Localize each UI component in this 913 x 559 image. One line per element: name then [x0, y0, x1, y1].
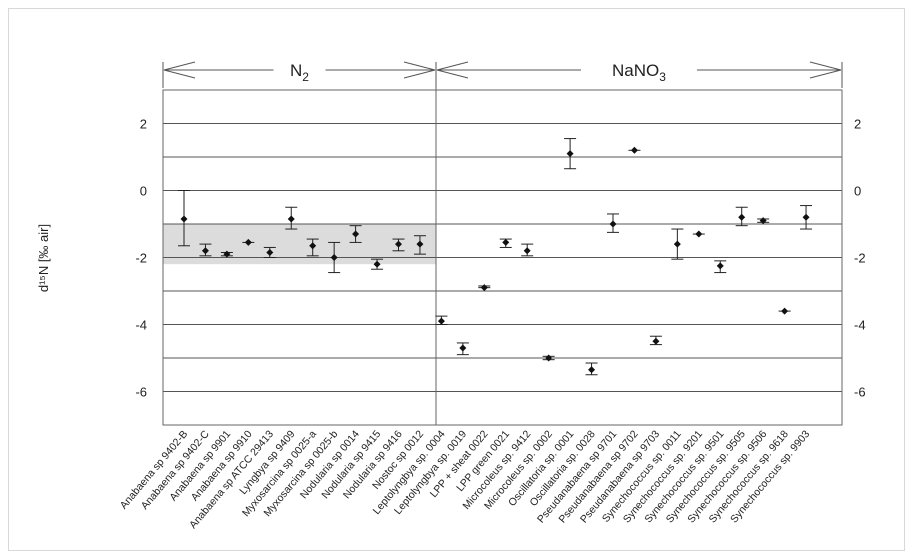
data-point	[588, 366, 596, 374]
data-point-group	[242, 238, 255, 246]
data-point-group	[178, 190, 190, 247]
data-point-group	[649, 335, 662, 346]
chart-frame	[8, 8, 905, 551]
data-point-group	[628, 146, 641, 154]
data-point	[287, 215, 295, 223]
plot-area	[162, 89, 843, 426]
data-point	[309, 242, 317, 250]
data-point-group	[306, 238, 319, 257]
y-tick-label: -2	[854, 251, 866, 266]
data-point	[180, 215, 188, 223]
y-axis-right: 2 0 -2 -4 -6	[854, 117, 866, 400]
data-point-group	[435, 315, 448, 325]
data-point	[201, 247, 209, 255]
data-point-group	[692, 230, 705, 238]
data-point	[673, 240, 681, 248]
data-point-group	[499, 238, 512, 248]
y-tick-label: 2	[854, 117, 861, 132]
data-point	[759, 217, 767, 225]
data-point-group	[220, 250, 233, 258]
data-point	[352, 230, 360, 238]
data-point-group	[757, 217, 770, 225]
y-axis-left: 2 0 -2 -4 -6	[135, 117, 147, 400]
y-tick-label: 2	[140, 117, 147, 132]
group-brackets: N2 NaNO3	[162, 61, 843, 88]
data-point	[566, 150, 574, 158]
data-point-group	[564, 138, 577, 170]
y-tick-label: -6	[135, 385, 147, 400]
data-point	[523, 247, 531, 255]
data-point-group	[714, 260, 727, 274]
group-bracket-arrow	[436, 61, 469, 79]
y-tick-label: -6	[854, 385, 866, 400]
data-point-group	[800, 205, 813, 230]
data-point	[266, 248, 274, 256]
data-point-group	[521, 243, 534, 257]
y-tick-label: -4	[135, 318, 147, 333]
y-tick-label: 0	[140, 184, 147, 199]
data-point	[802, 213, 810, 221]
data-point	[652, 337, 660, 345]
group-label: N2	[290, 61, 309, 84]
group-bracket-arrow	[403, 61, 436, 79]
y-axis-label: d¹⁵N [‰ air]	[36, 224, 51, 292]
data-point-group	[349, 225, 362, 243]
data-point	[738, 213, 746, 221]
data-point-group	[392, 238, 405, 252]
data-point-group	[263, 246, 276, 258]
data-point-group	[735, 206, 748, 227]
data-series	[178, 138, 813, 376]
data-point-group	[413, 235, 426, 255]
data-point	[459, 344, 467, 352]
data-point-group	[607, 213, 619, 233]
data-point-group	[328, 241, 341, 274]
group-bracket-arrow	[163, 61, 196, 79]
data-point-group	[585, 362, 598, 376]
data-point	[695, 230, 703, 238]
data-point-group	[285, 206, 298, 230]
data-point-group	[671, 228, 684, 260]
data-point	[545, 354, 553, 362]
y-tick-label: -2	[135, 251, 147, 266]
data-point	[630, 146, 638, 154]
y-tick-label: 0	[854, 184, 861, 199]
data-point	[716, 262, 724, 270]
data-point	[609, 220, 617, 228]
data-point	[416, 240, 424, 248]
data-point	[330, 254, 338, 261]
data-point	[373, 260, 381, 268]
data-point	[437, 317, 445, 325]
data-point-group	[478, 284, 491, 292]
data-point	[502, 238, 510, 246]
data-point-group	[778, 307, 791, 315]
data-point-group	[199, 243, 212, 257]
gridlines	[163, 123, 842, 392]
data-point-group	[456, 342, 469, 356]
data-point-group	[542, 354, 555, 362]
y-tick-label: -4	[854, 318, 866, 333]
data-point	[480, 284, 488, 292]
data-point-group	[371, 258, 384, 270]
data-point	[395, 240, 402, 248]
data-point	[781, 307, 789, 315]
group-label: NaNO3	[612, 61, 666, 84]
group-bracket-arrow	[809, 61, 842, 79]
data-point	[244, 238, 252, 246]
data-point	[223, 250, 231, 258]
